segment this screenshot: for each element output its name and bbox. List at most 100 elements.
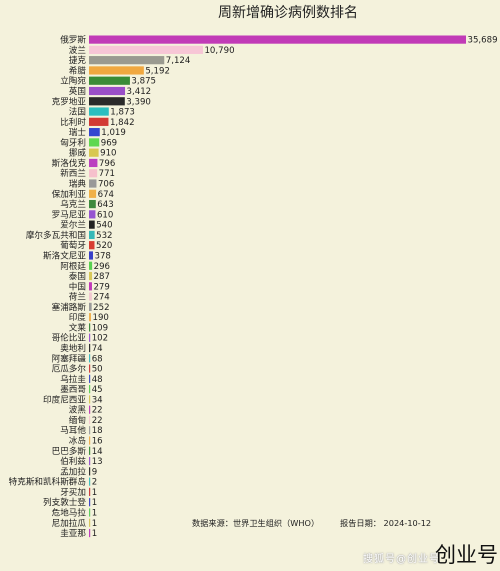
- category-label: 波黑: [69, 404, 87, 416]
- chart-title: 周新增确诊病例数排名: [218, 5, 358, 21]
- bar: [89, 107, 109, 116]
- bar: [89, 467, 91, 476]
- bar: [89, 138, 100, 147]
- category-label: 匈牙利: [60, 136, 86, 148]
- category-label: 摩尔多瓦共和国: [26, 229, 86, 241]
- category-label: 英国: [69, 85, 86, 97]
- category-label: 哥伦比亚: [52, 332, 87, 344]
- bar: [89, 169, 98, 178]
- category-label: 厄瓜多尔: [52, 363, 87, 375]
- bar: [89, 405, 91, 414]
- category-label: 危地马拉: [52, 506, 87, 518]
- category-label: 文莱: [69, 321, 87, 333]
- category-label: 墨西哥: [60, 384, 86, 395]
- bar: [89, 385, 91, 394]
- bar: [89, 477, 91, 486]
- value-label: 10,790: [204, 46, 234, 56]
- bar: [89, 292, 92, 301]
- bar: [89, 282, 92, 291]
- report-date: 报告日期： 2024-10-12: [340, 518, 431, 528]
- category-label: 瑞典: [69, 178, 87, 190]
- value-label: 13: [92, 457, 103, 467]
- category-label: 阿根廷: [60, 260, 86, 272]
- value-label: 7,124: [166, 56, 191, 66]
- value-label: 1: [92, 508, 97, 518]
- bar: [89, 415, 91, 425]
- category-label: 爱尔兰: [60, 219, 86, 231]
- value-label: 22: [92, 416, 103, 426]
- bar: [89, 456, 91, 466]
- value-label: 969: [101, 138, 117, 148]
- category-label: 孟加拉: [60, 465, 86, 477]
- bar: [89, 528, 91, 538]
- category-label: 法国: [69, 106, 86, 118]
- bar: [89, 199, 96, 209]
- bar: [89, 179, 97, 188]
- bar: [89, 271, 93, 281]
- source-note: 数据来源：世界卫生组织（WHO）: [192, 518, 319, 528]
- bar: [89, 117, 109, 126]
- category-label: 瑞士: [69, 126, 87, 138]
- value-label: 48: [92, 375, 103, 385]
- bar: [89, 128, 100, 137]
- category-label: 葡萄牙: [60, 239, 86, 251]
- bar: [89, 508, 91, 517]
- value-label: 287: [94, 272, 110, 282]
- value-label: 74: [92, 344, 103, 354]
- value-label: 1,842: [110, 118, 135, 128]
- category-label: 泰国: [69, 270, 86, 282]
- category-label: 阿塞拜疆: [52, 352, 87, 364]
- value-label: 1,019: [101, 128, 126, 138]
- bar: [89, 518, 91, 527]
- bar: [89, 97, 125, 106]
- category-label: 中国: [69, 280, 86, 292]
- bar: [89, 230, 95, 240]
- bar: [89, 354, 91, 363]
- watermark: 搜狐号@创业号: [363, 554, 440, 565]
- value-label: 1,873: [110, 108, 135, 118]
- bar: [89, 251, 93, 260]
- category-label: 伯利兹: [60, 455, 86, 467]
- bar: [89, 189, 97, 198]
- category-label: 立陶宛: [60, 75, 86, 87]
- bar: [89, 364, 91, 373]
- value-label: 22: [92, 406, 103, 416]
- category-label: 牙买加: [60, 487, 86, 498]
- value-label: 378: [94, 251, 110, 261]
- category-label: 尼加拉瓜: [52, 517, 87, 529]
- value-label: 674: [98, 190, 114, 200]
- bar: [89, 76, 130, 85]
- value-label: 796: [99, 159, 115, 169]
- value-label: 1: [92, 529, 97, 539]
- bar: [89, 374, 91, 383]
- value-label: 190: [93, 313, 109, 323]
- value-label: 532: [96, 231, 112, 241]
- value-label: 35,689: [468, 36, 498, 46]
- bar: [89, 35, 466, 44]
- value-label: 14: [92, 447, 103, 457]
- bar: [89, 158, 98, 168]
- value-label: 610: [97, 210, 113, 220]
- bar: [89, 395, 91, 404]
- category-label: 圭亚那: [60, 527, 86, 539]
- value-label: 910: [100, 149, 116, 159]
- bar: [89, 343, 91, 353]
- bar: [89, 446, 91, 455]
- category-label: 荷兰: [69, 291, 87, 303]
- brand-logo: 创业号: [435, 543, 498, 567]
- bar: [89, 86, 126, 96]
- category-label: 希腊: [69, 64, 87, 76]
- value-label: 279: [93, 282, 109, 292]
- bar: [89, 333, 91, 342]
- category-label: 比利时: [60, 116, 86, 128]
- bar: [89, 45, 203, 54]
- category-label: 保加利亚: [52, 188, 87, 200]
- value-label: 18: [92, 426, 103, 436]
- value-label: 2: [92, 478, 97, 488]
- bar: [89, 220, 95, 229]
- value-label: 1: [92, 498, 97, 508]
- category-label: 印度尼西亚: [43, 393, 86, 405]
- category-label: 列支敦士登: [43, 496, 86, 508]
- category-label: 俄罗斯: [60, 34, 86, 46]
- bar: [89, 302, 92, 311]
